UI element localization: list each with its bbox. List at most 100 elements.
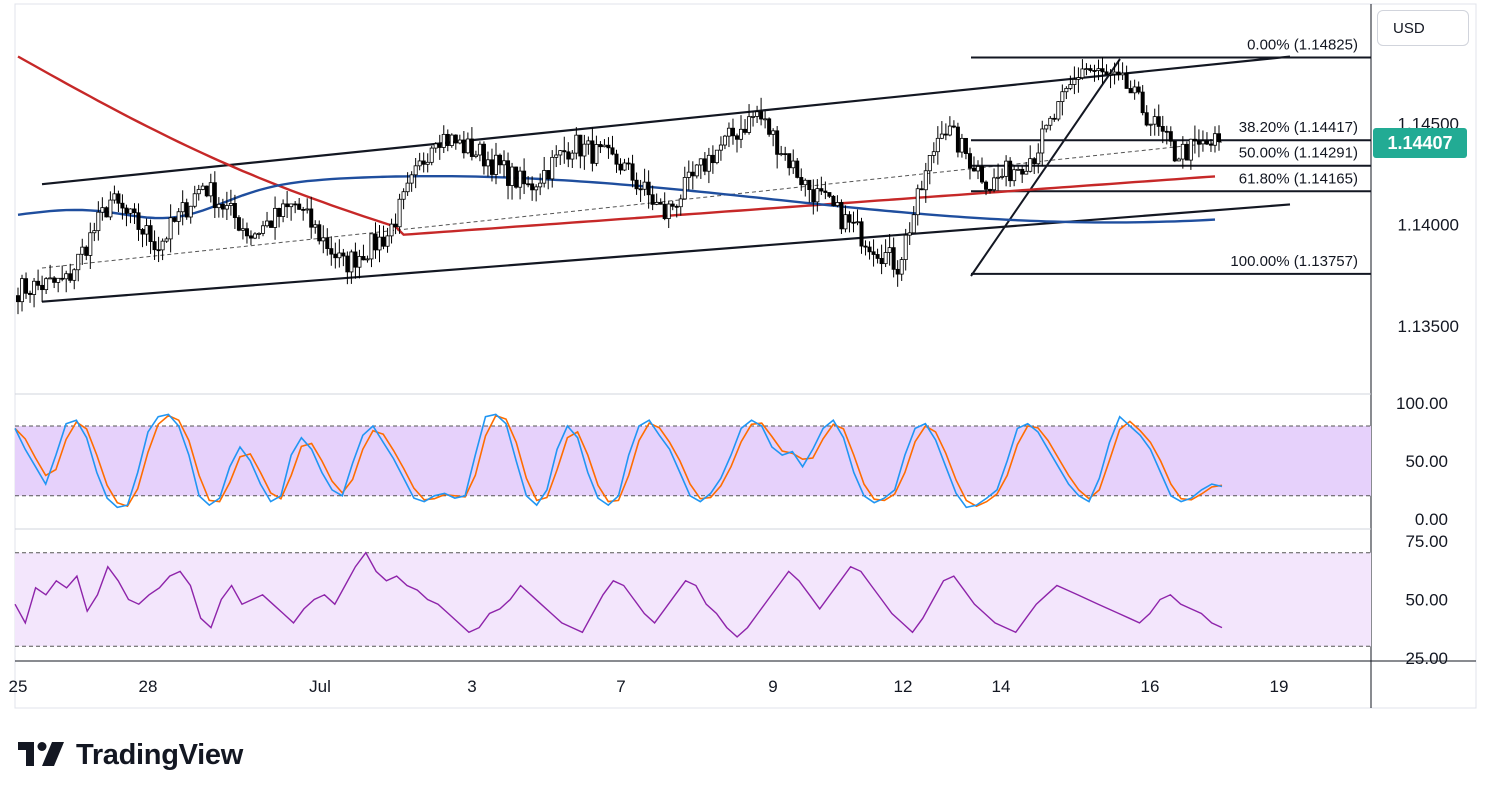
candle-body (144, 225, 149, 235)
candle-body (1196, 140, 1201, 145)
time-tick-label: Jul (309, 677, 331, 696)
candle-body (935, 137, 940, 153)
candle-body (204, 185, 209, 197)
candle-body (730, 127, 735, 137)
candle-body (1148, 123, 1153, 126)
chart-frame (14, 3, 1477, 709)
candle-body (831, 195, 836, 206)
candle-body (297, 203, 302, 210)
candle-body (514, 166, 519, 188)
candle-body (44, 278, 49, 291)
candle-body (1056, 101, 1061, 120)
candle-body (963, 137, 968, 154)
candle-body (1168, 131, 1173, 142)
rsi-tick-label: 75.00 (1405, 532, 1448, 551)
candle-body (1012, 169, 1017, 182)
candle-body (52, 277, 57, 283)
candle-body (510, 166, 515, 186)
candle-body (1068, 84, 1073, 89)
fib-level-label: 38.20% (1.14417) (1239, 119, 1358, 136)
candle-body (461, 139, 466, 154)
candle-body (518, 170, 523, 188)
rsi-band (15, 552, 1371, 647)
candle-body (670, 203, 675, 207)
brand-name: TradingView (76, 738, 243, 771)
candle-body (1136, 86, 1141, 93)
candle-body (907, 232, 912, 236)
candle-body (626, 162, 631, 165)
candle-body (168, 217, 173, 240)
candle-body (638, 188, 643, 191)
candle-body (15, 295, 20, 303)
candle-body (148, 225, 153, 243)
candle-body (734, 135, 739, 140)
candle-body (871, 251, 876, 255)
candle-body (425, 161, 430, 165)
candle-body (345, 255, 350, 273)
candle-body (1188, 138, 1193, 161)
candle-body (919, 188, 924, 191)
candle-body (827, 192, 832, 197)
candle-body (903, 234, 908, 260)
candle-body (120, 202, 125, 209)
candle-body (594, 144, 599, 164)
candle-body (289, 203, 294, 208)
candle-body (1024, 170, 1029, 175)
candle-body (417, 160, 422, 167)
candle-body (449, 134, 454, 146)
candle-body (361, 256, 366, 261)
candle-body (759, 111, 764, 120)
candle-body (851, 221, 856, 224)
candle-body (60, 277, 65, 280)
candle-body (128, 208, 133, 214)
time-tick-label: 9 (768, 677, 777, 696)
candle-body (658, 202, 663, 205)
candle-body (1128, 88, 1133, 94)
candle-body (911, 214, 916, 234)
candle-body (550, 156, 555, 180)
candle-body (771, 130, 776, 135)
candle-body (1192, 138, 1197, 142)
candle-body (686, 171, 691, 178)
candle-body (92, 230, 97, 234)
candle-body (433, 143, 438, 149)
candle-body (132, 208, 137, 214)
candle-body (646, 181, 651, 196)
candle-body (1004, 160, 1009, 177)
candle-body (156, 249, 161, 252)
candle-body (1080, 68, 1085, 79)
candle-body (951, 125, 956, 128)
candle-body (313, 224, 318, 228)
candle-body (823, 190, 828, 193)
candle-body (574, 134, 579, 154)
candle-body (1112, 71, 1117, 75)
candle-body (68, 273, 73, 281)
candle-body (349, 251, 354, 273)
candle-body (293, 203, 298, 206)
candle-body (100, 207, 105, 213)
stochastic-tick-label: 0.00 (1415, 510, 1448, 529)
stochastic-k-line (14, 413, 1223, 509)
candle-body (485, 159, 490, 167)
candle-body (743, 128, 748, 133)
candle-body (506, 160, 511, 186)
candle-body (180, 202, 185, 213)
candle-body (779, 153, 784, 156)
candle-body (879, 258, 884, 265)
candle-body (136, 212, 141, 230)
currency-selector[interactable]: USD (1377, 10, 1469, 46)
time-tick-label: 19 (1270, 677, 1289, 696)
candle-body (457, 139, 462, 144)
tradingview-brand[interactable]: TradingView (18, 735, 243, 775)
candle-body (622, 162, 627, 171)
time-tick-label: 28 (139, 677, 158, 696)
candle-body (1052, 117, 1057, 120)
candle-body (875, 254, 880, 259)
candle-body (1116, 71, 1121, 76)
candle-body (224, 205, 229, 210)
candle-body (389, 223, 394, 237)
candle-body (1088, 68, 1093, 71)
candle-body (369, 233, 374, 260)
candle-body (867, 246, 872, 253)
